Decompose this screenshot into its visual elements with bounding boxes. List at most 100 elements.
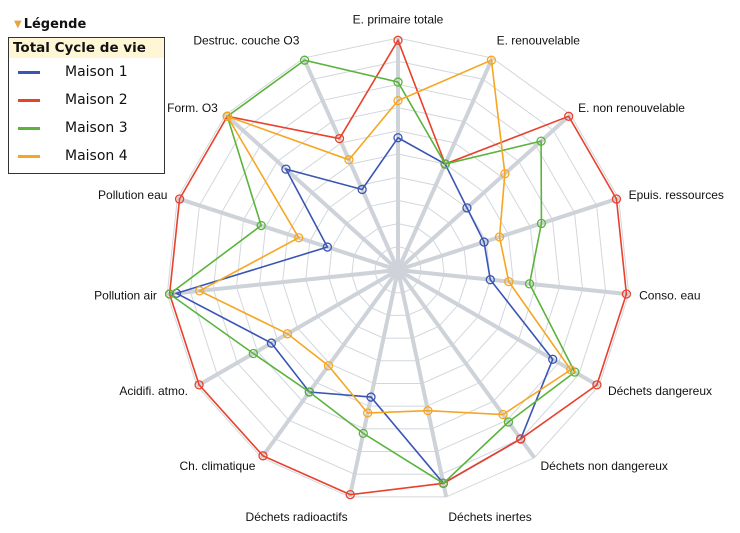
data-point[interactable]: [393, 35, 403, 45]
data-point[interactable]: [485, 275, 495, 285]
axis-spoke: [397, 196, 620, 272]
grid-ring: [282, 153, 514, 384]
grid-ring: [166, 37, 630, 498]
series-maison-3: [164, 55, 580, 488]
data-point[interactable]: [462, 203, 472, 213]
data-point[interactable]: [438, 478, 448, 488]
legend-item-maison-2[interactable]: Maison 2: [9, 86, 164, 114]
grid-ring: [259, 130, 537, 407]
data-point[interactable]: [294, 233, 304, 243]
legend-item-maison-3[interactable]: Maison 3: [9, 114, 164, 142]
legend-swatch: [18, 98, 40, 102]
axis-label: Déchets inertes: [448, 510, 531, 524]
axis-labels: E. primaire totale E. renouvelable E. non …: [94, 13, 724, 525]
data-point[interactable]: [393, 133, 403, 143]
data-point[interactable]: [592, 380, 602, 390]
series-line: [197, 59, 572, 416]
axis-label: Destruc. couche O3: [193, 34, 299, 48]
data-point[interactable]: [393, 77, 403, 87]
data-point[interactable]: [536, 136, 546, 146]
data-point[interactable]: [164, 289, 175, 299]
data-point[interactable]: [503, 417, 514, 427]
axis-label: Epuis. ressources: [629, 188, 724, 202]
data-point[interactable]: [498, 409, 508, 420]
legend-header[interactable]: ▼ Légende: [14, 17, 86, 32]
axis-spoke: [176, 196, 399, 272]
data-point[interactable]: [344, 155, 354, 165]
data-point[interactable]: [423, 406, 433, 416]
data-point[interactable]: [304, 387, 315, 397]
axis-label: Form. O3: [167, 101, 218, 115]
data-point[interactable]: [516, 434, 526, 444]
axis-spoke: [260, 268, 400, 459]
axis-label: E. primaire totale: [353, 13, 444, 27]
legend-item-maison-4[interactable]: Maison 4: [9, 142, 164, 170]
legend-item-label: Maison 3: [65, 120, 128, 136]
axis-spoke: [167, 268, 399, 297]
data-point[interactable]: [258, 451, 268, 461]
data-point[interactable]: [194, 286, 205, 296]
data-point[interactable]: [494, 232, 505, 242]
data-point[interactable]: [358, 428, 368, 439]
axis-label: Déchets radioactifs: [246, 510, 348, 524]
data-point[interactable]: [248, 348, 258, 359]
data-point[interactable]: [366, 392, 376, 402]
data-point[interactable]: [345, 490, 355, 500]
axis-label: Déchets non dangereux: [541, 459, 668, 473]
legend-swatch: [18, 70, 40, 74]
data-point[interactable]: [266, 338, 277, 348]
data-point[interactable]: [281, 164, 291, 174]
legend-item-label: Maison 1: [65, 64, 128, 80]
axis-spoke: [397, 268, 600, 388]
data-point[interactable]: [524, 279, 535, 289]
data-point[interactable]: [566, 365, 576, 375]
data-point[interactable]: [357, 184, 367, 195]
series-line: [168, 59, 576, 485]
series-line: [168, 38, 628, 496]
data-point[interactable]: [479, 237, 489, 247]
axis-label: Acidifi. atmo.: [119, 384, 188, 398]
legend-header-label: Légende: [23, 17, 87, 32]
grid-ring: [212, 83, 584, 453]
data-point[interactable]: [222, 111, 232, 121]
legend-item-label: Maison 2: [65, 92, 128, 108]
data-point[interactable]: [393, 95, 403, 106]
axis-label: Pollution air: [94, 288, 157, 302]
data-point[interactable]: [564, 111, 574, 121]
data-point[interactable]: [486, 55, 497, 65]
data-point[interactable]: [323, 361, 334, 371]
axis-label: Déchets dangereux: [608, 384, 712, 398]
grid-ring: [305, 176, 491, 362]
grid-ring: [351, 223, 445, 316]
data-point[interactable]: [362, 408, 373, 418]
axis-label: Pollution eau: [98, 188, 167, 202]
data-point[interactable]: [440, 159, 450, 169]
data-point[interactable]: [536, 218, 547, 229]
axis-spoke: [196, 268, 400, 388]
axis-label: E. renouvelable: [497, 34, 581, 48]
data-point[interactable]: [611, 194, 622, 204]
collapse-triangle-icon[interactable]: ▼: [14, 19, 22, 30]
data-point[interactable]: [500, 169, 510, 179]
axis-label: E. non renouvelable: [578, 101, 685, 115]
axis-spoke: [396, 269, 449, 498]
data-point[interactable]: [621, 289, 632, 299]
axis-label: Conso. eau: [639, 288, 700, 302]
data-point[interactable]: [256, 220, 266, 231]
data-point[interactable]: [322, 242, 333, 252]
data-point[interactable]: [504, 276, 514, 287]
axis-spoke: [224, 113, 400, 272]
legend-item-maison-1[interactable]: Maison 1: [9, 58, 164, 86]
radar-series: [164, 35, 632, 500]
data-point[interactable]: [174, 194, 185, 204]
data-point[interactable]: [194, 380, 204, 390]
data-point[interactable]: [548, 354, 558, 364]
grid-ring: [189, 60, 607, 475]
legend-swatch: [18, 126, 40, 130]
data-point[interactable]: [334, 133, 345, 144]
data-point[interactable]: [299, 55, 310, 65]
data-point[interactable]: [282, 329, 293, 339]
axis-label: Ch. climatique: [179, 459, 255, 473]
legend-title: Total Cycle de vie: [9, 38, 164, 58]
